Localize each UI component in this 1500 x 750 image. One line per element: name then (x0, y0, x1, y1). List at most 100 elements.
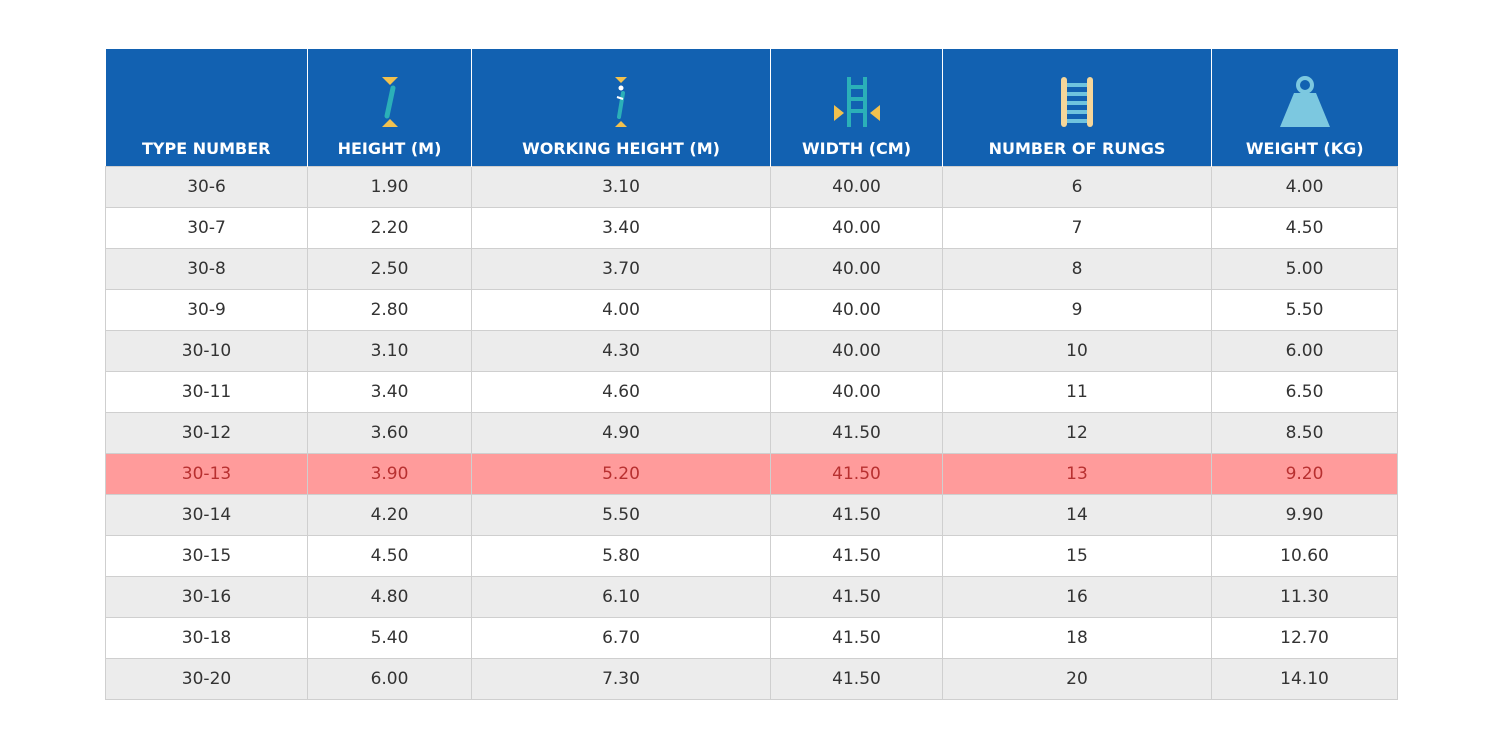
table-cell: 41.50 (770, 493, 943, 536)
spec-table: TYPE NUMBER HEIGHT (M) WORKING HEIGHT (M… (105, 49, 1398, 700)
rungs-icon (1061, 76, 1093, 127)
table-cell: 6.50 (1211, 370, 1398, 413)
table-row: 30-6 1.90 3.10 40.00 6 4.00 (105, 165, 1398, 208)
table-cell: 2.20 (307, 206, 472, 249)
table-cell: 41.50 (770, 657, 943, 700)
table-cell: 5.40 (307, 616, 472, 659)
table-cell: 30-18 (105, 616, 308, 659)
table-cell: 4.90 (471, 411, 771, 454)
table-cell: 9.90 (1211, 493, 1398, 536)
table-cell: 11 (942, 370, 1212, 413)
table-cell: 6.00 (1211, 329, 1398, 372)
table-cell: 41.50 (770, 452, 943, 495)
table-cell: 5.00 (1211, 247, 1398, 290)
table-cell: 9 (942, 288, 1212, 331)
table-header: TYPE NUMBER HEIGHT (M) WORKING HEIGHT (M… (105, 49, 1398, 166)
table-cell: 30-12 (105, 411, 308, 454)
table-cell: 5.50 (471, 493, 771, 536)
weight-icon (1279, 75, 1330, 127)
table-cell: 14 (942, 493, 1212, 536)
table-cell: 30-9 (105, 288, 308, 331)
table-cell: 30-20 (105, 657, 308, 700)
header-cell: NUMBER OF RUNGS (942, 49, 1212, 166)
header-row: TYPE NUMBER HEIGHT (M) WORKING HEIGHT (M… (105, 49, 1398, 166)
table-cell: 30-7 (105, 206, 308, 249)
table-cell: 11.30 (1211, 575, 1398, 618)
header-label: TYPE NUMBER (142, 138, 271, 158)
table-row: 30-13 3.90 5.20 41.50 13 9.20 (105, 452, 1398, 495)
table-cell: 6.70 (471, 616, 771, 659)
header-label: WIDTH (CM) (801, 138, 912, 158)
table-cell: 41.50 (770, 411, 943, 454)
table-cell: 9.20 (1211, 452, 1398, 495)
table-row: 30-7 2.20 3.40 40.00 7 4.50 (105, 206, 1398, 249)
table-cell: 3.40 (471, 206, 771, 249)
table-cell: 30-14 (105, 493, 308, 536)
table-cell: 4.00 (1211, 165, 1398, 208)
table-cell: 16 (942, 575, 1212, 618)
header-label: HEIGHT (M) (337, 138, 442, 158)
table-cell: 6.00 (307, 657, 472, 700)
table-cell: 6.10 (471, 575, 771, 618)
table-cell: 30-10 (105, 329, 308, 372)
table-row: 30-15 4.50 5.80 41.50 15 10.60 (105, 534, 1398, 577)
table-cell: 40.00 (770, 165, 943, 208)
table-row: 30-20 6.00 7.30 41.50 20 14.10 (105, 657, 1398, 700)
table-cell: 3.10 (471, 165, 771, 208)
table-cell: 1.90 (307, 165, 472, 208)
table-cell: 40.00 (770, 288, 943, 331)
table-cell: 12 (942, 411, 1212, 454)
table-cell: 10.60 (1211, 534, 1398, 577)
table-row: 30-16 4.80 6.10 41.50 16 11.30 (105, 575, 1398, 618)
table-cell: 41.50 (770, 575, 943, 618)
table-cell: 4.20 (307, 493, 472, 536)
table-cell: 8 (942, 247, 1212, 290)
header-cell: WEIGHT (KG) (1211, 49, 1398, 166)
table-cell: 6 (942, 165, 1212, 208)
table-cell: 40.00 (770, 370, 943, 413)
header-label: WORKING HEIGHT (M) (522, 138, 720, 158)
table-cell: 3.90 (307, 452, 472, 495)
table-cell: 15 (942, 534, 1212, 577)
table-row: 30-12 3.60 4.90 41.50 12 8.50 (105, 411, 1398, 454)
table-cell: 4.00 (471, 288, 771, 331)
table-cell: 41.50 (770, 616, 943, 659)
table-cell: 40.00 (770, 206, 943, 249)
table-cell: 4.80 (307, 575, 472, 618)
table-cell: 3.40 (307, 370, 472, 413)
table-cell: 3.70 (471, 247, 771, 290)
header-label: NUMBER OF RUNGS (988, 138, 1166, 158)
table-cell: 3.60 (307, 411, 472, 454)
table-cell: 7 (942, 206, 1212, 249)
table-cell: 5.20 (471, 452, 771, 495)
table-row: 30-18 5.40 6.70 41.50 18 12.70 (105, 616, 1398, 659)
header-label: WEIGHT (KG) (1245, 138, 1364, 158)
table-cell: 30-15 (105, 534, 308, 577)
table-cell: 30-11 (105, 370, 308, 413)
table-row: 30-9 2.80 4.00 40.00 9 5.50 (105, 288, 1398, 331)
table-cell: 40.00 (770, 247, 943, 290)
table-cell: 12.70 (1211, 616, 1398, 659)
header-cell: WIDTH (CM) (770, 49, 943, 166)
width-icon (833, 76, 880, 127)
table-row: 30-10 3.10 4.30 40.00 10 6.00 (105, 329, 1398, 372)
table-cell: 4.50 (307, 534, 472, 577)
table-cell: 2.50 (307, 247, 472, 290)
table-cell: 30-13 (105, 452, 308, 495)
table-row: 30-14 4.20 5.50 41.50 14 9.90 (105, 493, 1398, 536)
table-body: 30-6 1.90 3.10 40.00 6 4.00 30-7 2.20 3.40 40.00 7… (105, 165, 1398, 700)
table-cell: 30-6 (105, 165, 308, 208)
table-cell: 5.50 (1211, 288, 1398, 331)
table-cell: 8.50 (1211, 411, 1398, 454)
table-cell: 13 (942, 452, 1212, 495)
table-cell: 2.80 (307, 288, 472, 331)
table-cell: 4.60 (471, 370, 771, 413)
header-cell: TYPE NUMBER (105, 49, 308, 166)
header-cell: HEIGHT (M) (307, 49, 472, 166)
table-cell: 41.50 (770, 534, 943, 577)
table-cell: 3.10 (307, 329, 472, 372)
table-cell: 30-8 (105, 247, 308, 290)
table-cell: 30-16 (105, 575, 308, 618)
working-height-icon (615, 76, 627, 127)
